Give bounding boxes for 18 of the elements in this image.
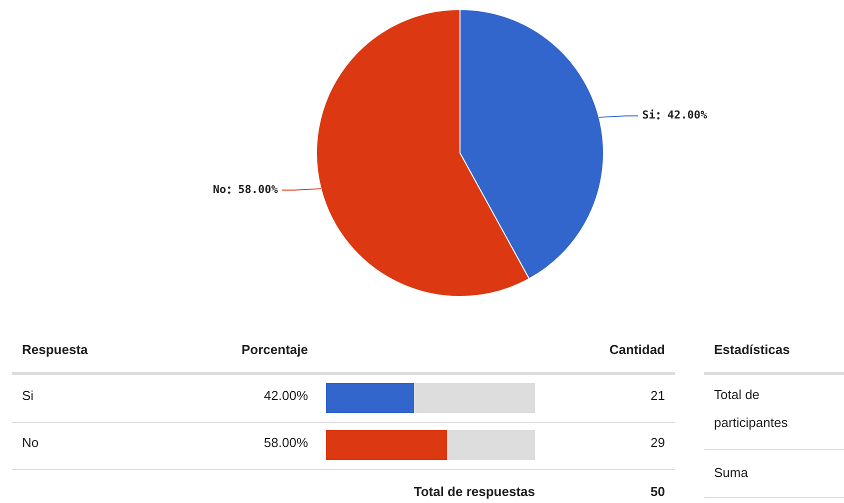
- text: Suma: [714, 465, 748, 480]
- slice-label: No: [212, 183, 227, 196]
- text: Estadísticas: [714, 342, 790, 357]
- slice-label: Si: [642, 108, 656, 122]
- text: 21: [650, 388, 665, 403]
- text: 29: [650, 435, 665, 450]
- text: Porcentaje: [240, 342, 308, 357]
- text: Respuesta: [22, 342, 88, 357]
- text: 58.00%: [262, 435, 308, 450]
- text: No: [22, 435, 39, 450]
- data-label: 58.00%: [238, 183, 278, 196]
- text: Si: [22, 388, 34, 403]
- text: Cantidad: [608, 342, 665, 357]
- text: 50: [650, 484, 665, 499]
- text: Total de respuestas: [412, 484, 535, 499]
- data-label: 42.00%: [667, 108, 708, 122]
- text: Total de participantes: [714, 386, 789, 432]
- text: 42.00%: [262, 388, 308, 403]
